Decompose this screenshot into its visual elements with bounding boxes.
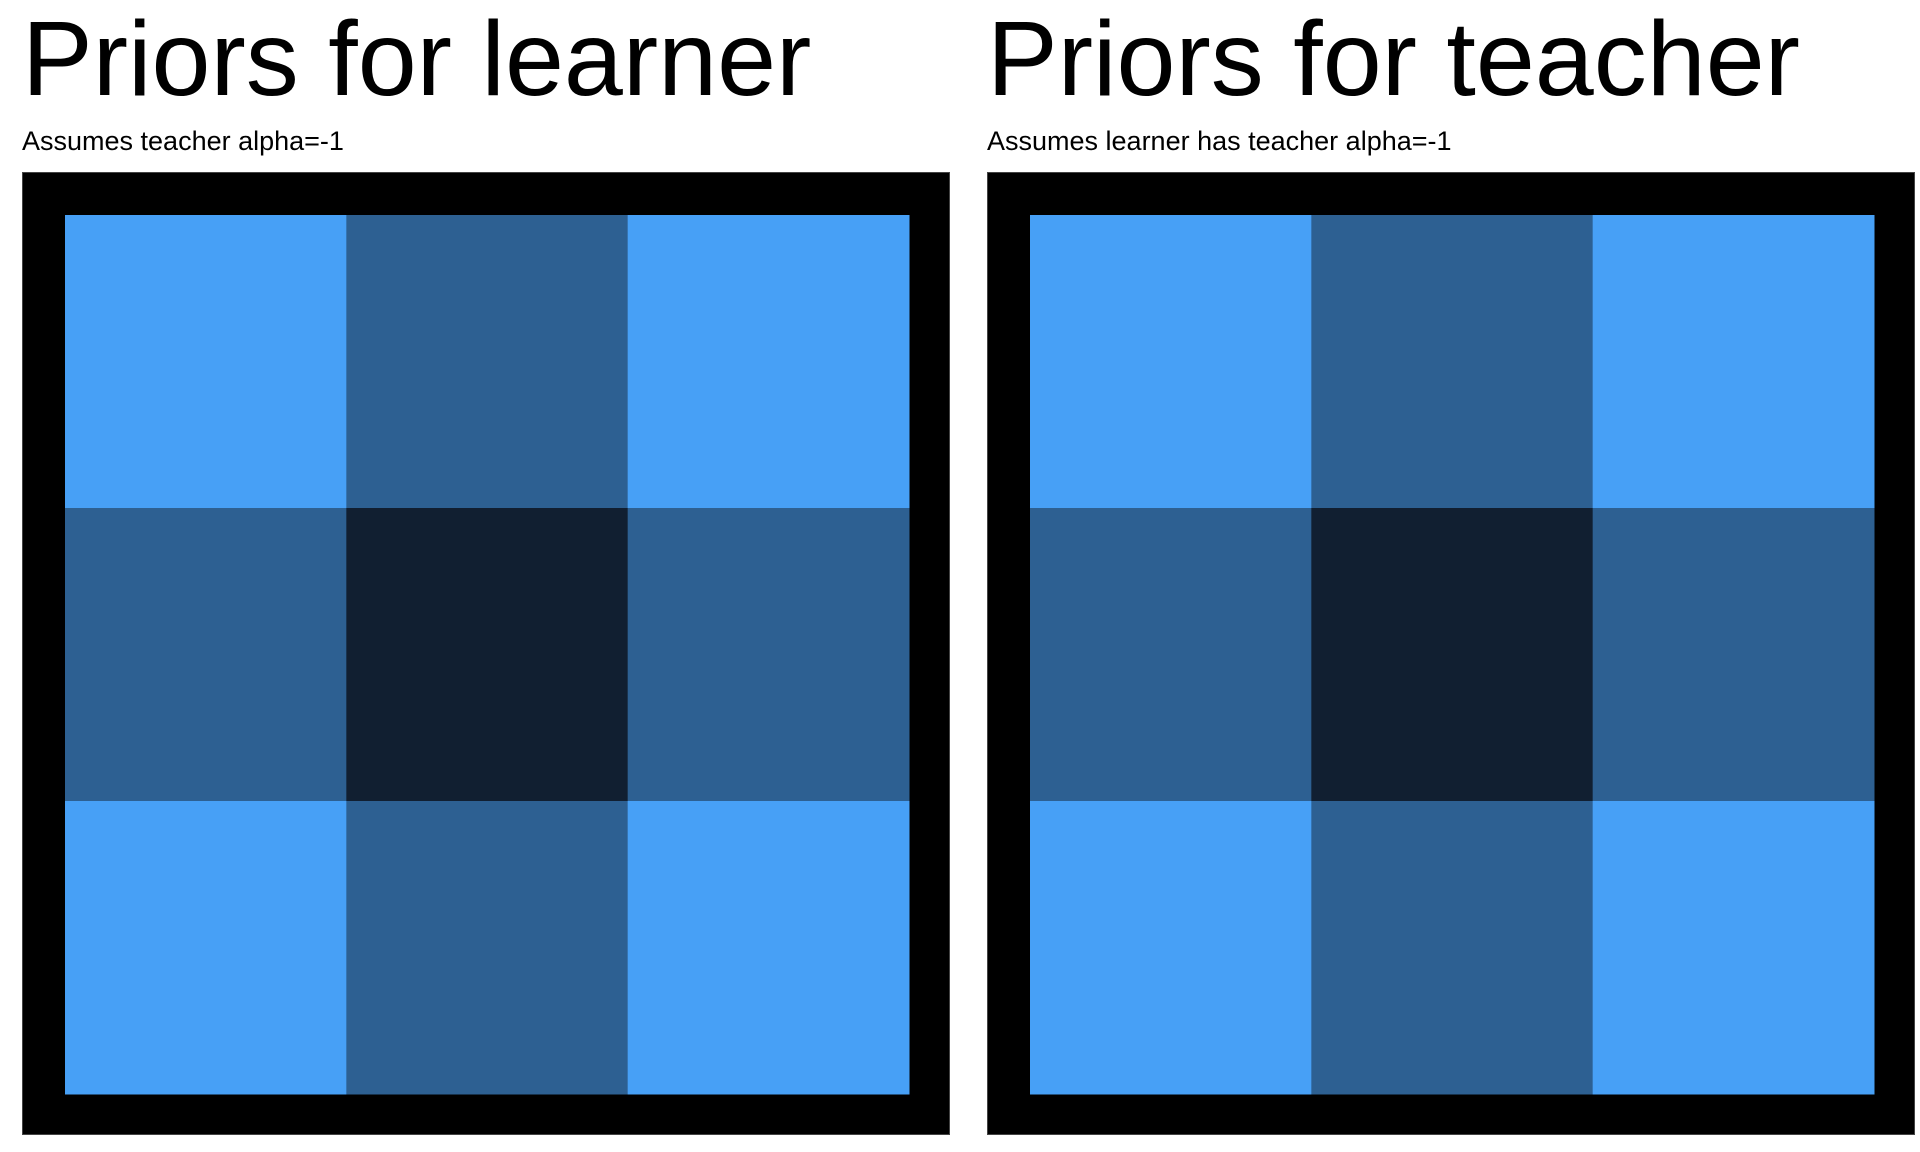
heatmap-cell-r2-c1: [346, 801, 629, 1095]
teacher-prior-subtitle: Assumes learner has teacher alpha=-1: [987, 126, 1452, 156]
heatmap-cell-r1-c0: [65, 508, 347, 802]
learner-prior-subtitle: Assumes teacher alpha=-1: [22, 126, 344, 156]
heatmap-cell-r2-c0: [1030, 801, 1312, 1095]
heatmap-cell-r0-c2: [627, 215, 910, 509]
heatmap-cell-r2-c1: [1311, 801, 1594, 1095]
heatmap-cell-r2-c0: [65, 801, 347, 1095]
heatmap-cell-r1-c2: [1592, 508, 1875, 802]
learner-prior-panel: Priors for learner Assumes teacher alpha…: [22, 0, 952, 1135]
learner-prior-heatmap: [22, 172, 950, 1135]
teacher-prior-title: Priors for teacher: [987, 0, 1800, 118]
heatmap-cell-r1-c1: [346, 508, 629, 802]
teacher-prior-panel: Priors for teacher Assumes learner has t…: [987, 0, 1917, 1135]
heatmap-cell-r1-c2: [627, 508, 910, 802]
learner-prior-heatmap-svg: [65, 215, 910, 1095]
heatmap-cell-r1-c0: [1030, 508, 1312, 802]
teacher-prior-heatmap-svg: [1030, 215, 1875, 1095]
heatmap-cell-r0-c0: [1030, 215, 1312, 509]
learner-prior-title: Priors for learner: [22, 0, 812, 118]
heatmap-cell-r2-c2: [627, 801, 910, 1095]
heatmap-cell-r0-c1: [1311, 215, 1594, 509]
heatmap-cell-r0-c1: [346, 215, 629, 509]
heatmap-cell-r1-c1: [1311, 508, 1594, 802]
heatmap-cell-r0-c2: [1592, 215, 1875, 509]
heatmap-cell-r2-c2: [1592, 801, 1875, 1095]
teacher-prior-heatmap: [987, 172, 1915, 1135]
heatmap-cell-r0-c0: [65, 215, 347, 509]
